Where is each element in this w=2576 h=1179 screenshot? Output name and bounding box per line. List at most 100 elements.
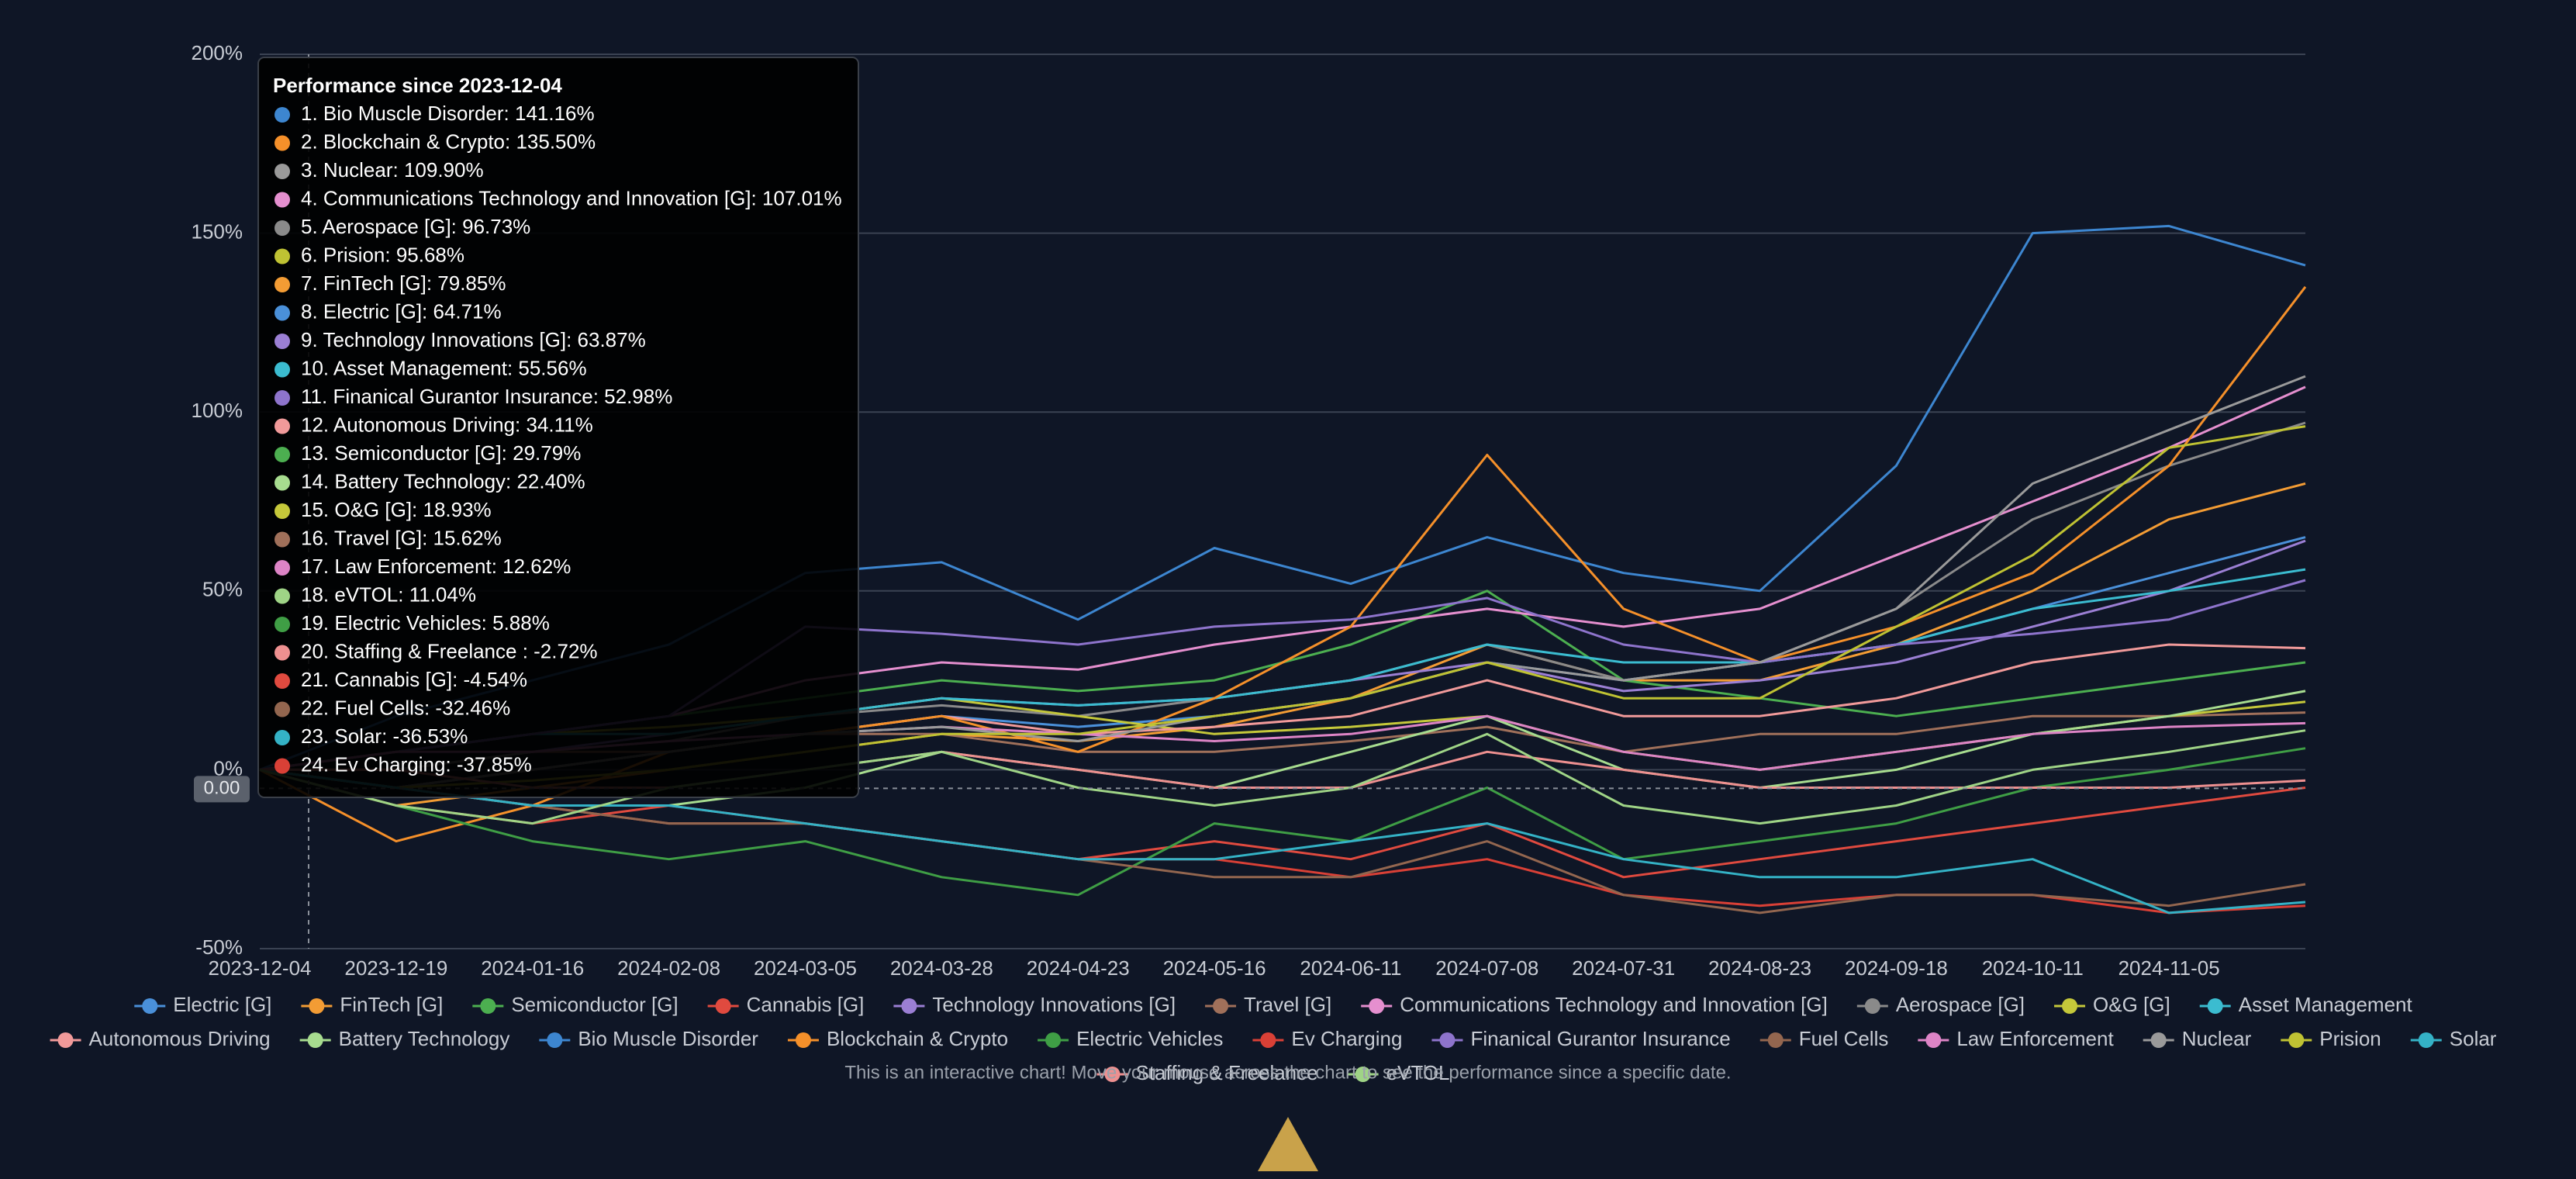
legend-label: Finanical Gurantor Insurance bbox=[1470, 1027, 1730, 1050]
legend-item[interactable]: Solar bbox=[2410, 1027, 2497, 1050]
legend-item[interactable]: Staffing & Freelance bbox=[1096, 1061, 1318, 1084]
legend-swatch bbox=[2418, 1032, 2434, 1048]
legend-item[interactable]: Electric Vehicles bbox=[1038, 1027, 1223, 1050]
tooltip-item: 12. Autonomous Driving: 34.11% bbox=[301, 413, 593, 436]
legend-item[interactable]: Fuel Cells bbox=[1759, 1027, 1889, 1050]
tooltip-item: 5. Aerospace [G]: 96.73% bbox=[301, 215, 530, 238]
legend-label: Prision bbox=[2319, 1027, 2381, 1050]
tooltip-swatch bbox=[275, 418, 290, 434]
legend-swatch bbox=[1104, 1067, 1121, 1082]
legend-item[interactable]: Law Enforcement bbox=[1918, 1027, 2114, 1050]
legend-swatch bbox=[1260, 1032, 1276, 1048]
legend-item[interactable]: Semiconductor [G] bbox=[472, 993, 679, 1016]
tooltip-swatch bbox=[275, 107, 290, 123]
legend-item[interactable]: Bio Muscle Disorder bbox=[539, 1027, 758, 1050]
x-tick-label: 2024-03-05 bbox=[754, 956, 857, 980]
x-tick-label: 2024-03-28 bbox=[890, 956, 993, 980]
tooltip-box bbox=[257, 57, 859, 798]
legend-item[interactable]: Finanical Gurantor Insurance bbox=[1431, 1027, 1731, 1050]
tooltip-swatch bbox=[275, 588, 290, 604]
legend-item[interactable]: Battery Technology bbox=[299, 1027, 510, 1050]
legend-item[interactable]: Communications Technology and Innovation… bbox=[1361, 993, 1828, 1016]
legend-label: Battery Technology bbox=[339, 1027, 510, 1050]
legend-item[interactable]: FinTech [G] bbox=[301, 993, 443, 1016]
tooltip-swatch bbox=[275, 560, 290, 576]
legend-swatch bbox=[57, 1032, 74, 1048]
legend-swatch bbox=[2062, 998, 2078, 1014]
x-tick-label: 2024-09-18 bbox=[1845, 956, 1948, 980]
tooltip-swatch bbox=[275, 277, 290, 292]
y-tick-label: 200% bbox=[192, 41, 243, 64]
tooltip-item: 2. Blockchain & Crypto: 135.50% bbox=[301, 130, 596, 153]
legend-item[interactable]: Nuclear bbox=[2143, 1027, 2252, 1050]
tooltip-item: 18. eVTOL: 11.04% bbox=[301, 583, 476, 606]
legend-swatch bbox=[1369, 998, 1385, 1014]
legend-item[interactable]: O&G [G] bbox=[2054, 993, 2170, 1016]
legend-item[interactable]: Travel [G] bbox=[1205, 993, 1331, 1016]
x-tick-label: 2024-06-11 bbox=[1300, 956, 1401, 980]
tooltip-swatch bbox=[275, 730, 290, 745]
x-tick-label: 2024-04-23 bbox=[1027, 956, 1130, 980]
legend-item[interactable]: Prision bbox=[2281, 1027, 2381, 1050]
legend-swatch bbox=[547, 1032, 563, 1048]
legend-swatch bbox=[480, 998, 496, 1014]
x-tick-label: 2024-02-08 bbox=[617, 956, 720, 980]
legend-swatch bbox=[1213, 998, 1229, 1014]
tooltip-swatch bbox=[275, 305, 290, 321]
legend-item[interactable]: Technology Innovations [G] bbox=[893, 993, 1176, 1016]
x-tick-label: 2023-12-19 bbox=[344, 956, 447, 980]
legend-swatch bbox=[2288, 1032, 2305, 1048]
tooltip-swatch bbox=[275, 334, 290, 349]
x-tick-label: 2024-10-11 bbox=[1982, 956, 2084, 980]
tooltip-item: 21. Cannabis [G]: -4.54% bbox=[301, 668, 527, 691]
tooltip-item: 15. O&G [G]: 18.93% bbox=[301, 498, 492, 521]
tooltip-swatch bbox=[275, 135, 290, 151]
tooltip-swatch bbox=[275, 361, 290, 378]
legend-label: eVTOL bbox=[1386, 1061, 1450, 1084]
legend-label: Semiconductor [G] bbox=[511, 993, 678, 1016]
x-tick-label: 2023-12-04 bbox=[209, 956, 312, 980]
tooltip-swatch bbox=[275, 758, 290, 774]
legend-item[interactable]: Blockchain & Crypto bbox=[787, 1027, 1008, 1050]
footer-note: This is an interactive chart! Move your … bbox=[844, 1062, 1731, 1083]
tooltip-item: 23. Solar: -36.53% bbox=[301, 724, 468, 748]
legend-item[interactable]: Asset Management bbox=[2199, 993, 2413, 1016]
legend-swatch bbox=[1767, 1032, 1784, 1048]
tooltip-swatch bbox=[275, 390, 290, 406]
legend-label: Nuclear bbox=[2182, 1027, 2252, 1050]
tooltip-swatch bbox=[275, 192, 290, 208]
legend-item[interactable]: eVTOL bbox=[1347, 1061, 1450, 1084]
tooltip-item: 19. Electric Vehicles: 5.88% bbox=[301, 611, 550, 634]
tooltip-swatch bbox=[275, 475, 290, 491]
legend-label: Communications Technology and Innovation… bbox=[1400, 993, 1828, 1016]
legend-item[interactable]: Cannabis [G] bbox=[707, 993, 865, 1016]
tooltip-item: 11. Finanical Gurantor Insurance: 52.98% bbox=[301, 385, 672, 408]
x-tick-label: 2024-07-08 bbox=[1435, 956, 1538, 980]
y-tick-label: -50% bbox=[195, 935, 243, 959]
tooltip: Performance since 2023-12-04 1. Bio Muscl… bbox=[257, 57, 859, 798]
x-tick-label: 2024-01-16 bbox=[481, 956, 584, 980]
tooltip-swatch bbox=[275, 645, 290, 661]
tooltip-item: 13. Semiconductor [G]: 29.79% bbox=[301, 441, 581, 465]
legend-label: FinTech [G] bbox=[340, 993, 443, 1016]
legend-label: Ev Charging bbox=[1291, 1027, 1402, 1050]
legend-item[interactable]: Ev Charging bbox=[1252, 1027, 1402, 1050]
tooltip-swatch bbox=[275, 248, 290, 264]
legend-label: Staffing & Freelance bbox=[1135, 1061, 1317, 1084]
legend-label: Asset Management bbox=[2239, 993, 2413, 1016]
legend-item[interactable]: Aerospace [G] bbox=[1856, 993, 2025, 1016]
tooltip-item: 24. Ev Charging: -37.85% bbox=[301, 752, 532, 776]
legend-label: Electric [G] bbox=[173, 993, 271, 1016]
logo bbox=[1258, 1117, 1318, 1171]
tooltip-swatch bbox=[275, 503, 290, 519]
y-tick-label: 150% bbox=[192, 220, 243, 243]
legend-label: Technology Innovations [G] bbox=[932, 993, 1176, 1016]
legend-item[interactable]: Electric [G] bbox=[134, 993, 271, 1016]
legend-item[interactable]: Autonomous Driving bbox=[50, 1027, 271, 1050]
crosshair-label: 0.00 bbox=[204, 778, 240, 799]
legend-label: Travel [G] bbox=[1244, 993, 1331, 1016]
tooltip-item: 1. Bio Muscle Disorder: 141.16% bbox=[301, 102, 595, 125]
tooltip-swatch bbox=[275, 673, 290, 689]
legend-swatch bbox=[795, 1032, 811, 1048]
